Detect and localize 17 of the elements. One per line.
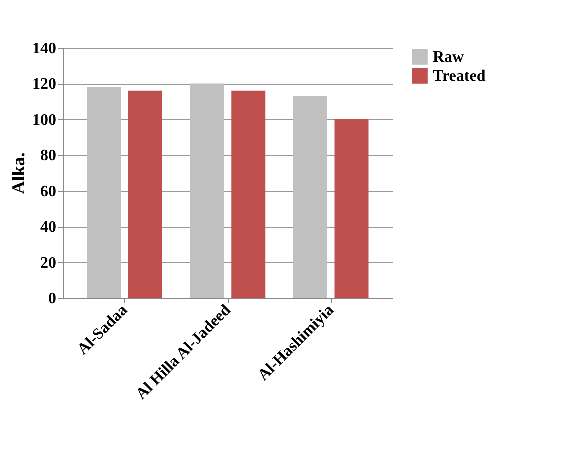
legend-label: Raw bbox=[433, 49, 465, 66]
bar bbox=[190, 84, 224, 298]
y-tick-label: 60 bbox=[40, 183, 56, 200]
legend-label: Treated bbox=[433, 68, 486, 85]
y-tick-label: 40 bbox=[40, 219, 56, 236]
bar bbox=[128, 90, 162, 298]
y-tick-label: 140 bbox=[32, 40, 56, 58]
bar bbox=[294, 96, 328, 298]
y-tick-label: 120 bbox=[32, 76, 56, 94]
y-axis-title: Alka. bbox=[8, 152, 28, 194]
y-tick-label: 20 bbox=[40, 254, 56, 272]
bar bbox=[87, 87, 122, 298]
y-tick-label: 80 bbox=[40, 148, 56, 165]
bar bbox=[232, 90, 266, 298]
y-tick-label: 0 bbox=[48, 290, 56, 308]
y-tick-label: 100 bbox=[32, 112, 56, 129]
bar bbox=[334, 119, 369, 298]
